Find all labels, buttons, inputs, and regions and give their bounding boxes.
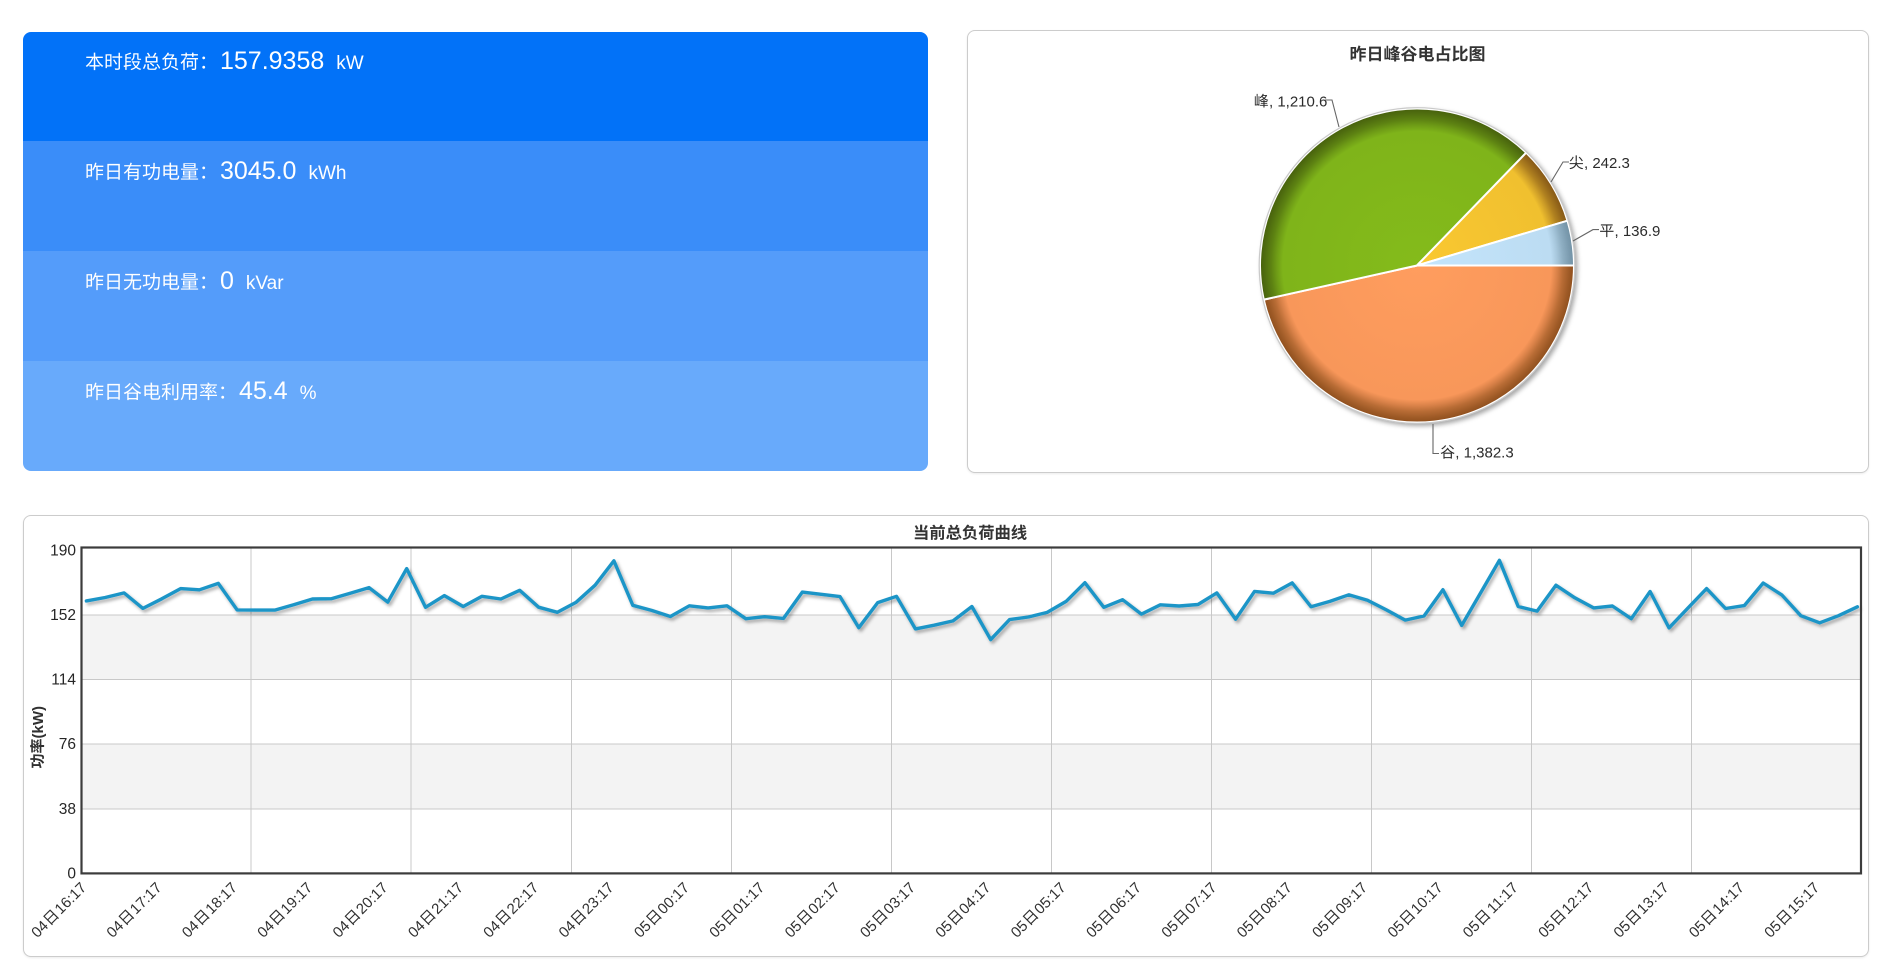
svg-text:76: 76 <box>59 736 76 753</box>
svg-text:08:17: 08:17 <box>1257 879 1296 918</box>
svg-text:05:17: 05:17 <box>1031 879 1070 918</box>
svg-text:, 1,382.3: , 1,382.3 <box>1455 445 1513 462</box>
svg-text:14:17: 14:17 <box>1709 879 1748 918</box>
svg-text:07:17: 07:17 <box>1182 879 1221 918</box>
svg-text:21:17: 21:17 <box>428 879 467 918</box>
svg-text:152: 152 <box>50 607 76 624</box>
svg-text:01:17: 01:17 <box>730 879 769 918</box>
svg-text:19:17: 19:17 <box>278 879 317 918</box>
svg-text:, 136.9: , 136.9 <box>1615 223 1661 240</box>
svg-text:09:17: 09:17 <box>1332 879 1371 918</box>
svg-text:18:17: 18:17 <box>202 879 241 918</box>
svg-text:04:17: 04:17 <box>956 879 995 918</box>
svg-text:190: 190 <box>50 542 76 559</box>
svg-text:20:17: 20:17 <box>353 879 392 918</box>
svg-text:00:17: 00:17 <box>654 879 693 918</box>
svg-text:(kW): (kW) <box>30 706 47 739</box>
svg-text:06:17: 06:17 <box>1106 879 1145 918</box>
svg-text:12:17: 12:17 <box>1559 879 1598 918</box>
svg-text:13:17: 13:17 <box>1634 879 1673 918</box>
svg-text:, 242.3: , 242.3 <box>1584 155 1630 172</box>
svg-text:15:17: 15:17 <box>1785 879 1824 918</box>
svg-text:0: 0 <box>67 865 76 882</box>
svg-text:114: 114 <box>51 672 76 689</box>
svg-text:23:17: 23:17 <box>579 879 618 918</box>
svg-text:22:17: 22:17 <box>504 879 543 918</box>
svg-text:02:17: 02:17 <box>805 879 844 918</box>
svg-text:03:17: 03:17 <box>880 879 919 918</box>
svg-text:10:17: 10:17 <box>1408 879 1447 918</box>
svg-text:11:17: 11:17 <box>1484 879 1522 917</box>
svg-text:17:17: 17:17 <box>127 879 166 918</box>
svg-text:, 1,210.6: , 1,210.6 <box>1269 93 1327 110</box>
svg-text:38: 38 <box>59 801 76 818</box>
svg-text:16:17: 16:17 <box>52 879 91 918</box>
